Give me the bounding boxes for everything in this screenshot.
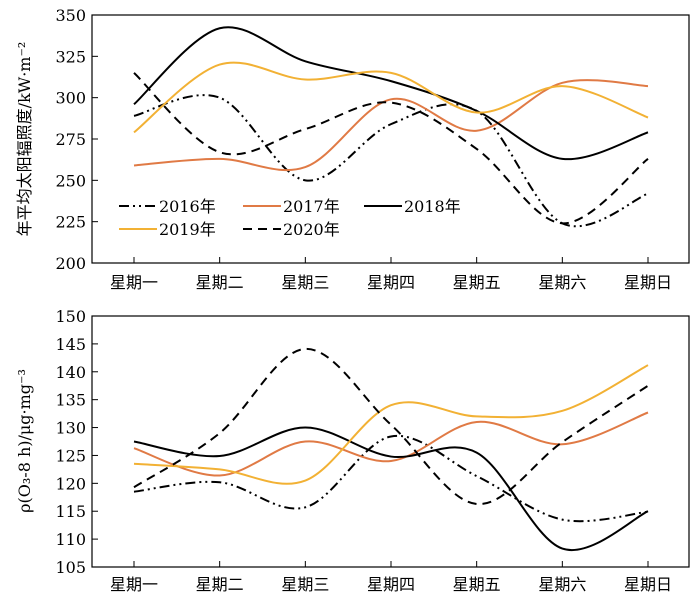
series-line-2018年: [133, 26, 649, 161]
y-tick-label: 120: [55, 474, 86, 493]
y-tick-label: 325: [55, 47, 86, 66]
x-tick-label: 星期一: [110, 273, 158, 292]
legend-label: 2017年: [283, 197, 340, 216]
series-line-2019年: [133, 61, 649, 134]
chart-panel-ozone: ρ(O₃-8 h)/μg·mg⁻³ 105 110 115 120 125 130 135 1…: [15, 307, 690, 594]
plot-frame: [91, 315, 690, 568]
y-tick-label: 135: [55, 391, 86, 410]
y-tick-label: 275: [55, 130, 86, 149]
y-tick-label: 225: [55, 213, 86, 232]
series-line-2017年: [133, 411, 649, 477]
series-line-2019年: [133, 364, 649, 485]
series-line-2016年: [133, 434, 649, 523]
x-tick-label: 星期日: [624, 575, 672, 594]
x-tick-label: 星期二: [196, 575, 244, 594]
legend-label: 2019年: [159, 220, 216, 239]
y-tick-label: 145: [55, 335, 86, 354]
y-axis-label: ρ(O₃-8 h)/μg·mg⁻³: [15, 369, 34, 513]
y-tick-label: 200: [55, 254, 86, 273]
x-tick-label: 星期六: [538, 273, 586, 292]
y-tick-label: 115: [55, 502, 86, 521]
legend-label: 2020年: [283, 220, 340, 239]
series-line-2017年: [133, 79, 649, 172]
y-tick-label: 105: [55, 558, 86, 577]
legend: 2016年 2017年 2018年 2019年 2020年: [119, 197, 461, 239]
y-tick-label: 130: [55, 419, 86, 438]
y-axis-label: 年平均太阳辐照度/kW·m⁻²: [15, 42, 34, 237]
legend-label: 2018年: [404, 197, 461, 216]
legend-label: 2016年: [159, 197, 216, 216]
y-tick-label: 110: [55, 530, 86, 549]
x-tick-label: 星期二: [196, 273, 244, 292]
x-tick-label: 星期五: [453, 575, 501, 594]
x-tick-label: 星期一: [110, 575, 158, 594]
x-tick-label: 星期五: [453, 273, 501, 292]
chart-panel-solar-irradiance: 年平均太阳辐照度/kW·m⁻² 200 225 250 275 300 325 350 星期一…: [15, 6, 690, 292]
x-tick-label: 星期日: [624, 273, 672, 292]
y-tick-label: 300: [55, 89, 86, 108]
x-tick-label: 星期三: [281, 575, 329, 594]
x-tick-label: 星期四: [367, 575, 415, 594]
y-tick-label: 125: [55, 446, 86, 465]
y-tick-label: 140: [55, 363, 86, 382]
y-tick-label: 350: [55, 6, 86, 25]
x-tick-label: 星期三: [281, 273, 329, 292]
x-tick-label: 星期四: [367, 273, 415, 292]
x-tick-label: 星期六: [538, 575, 586, 594]
y-tick-label: 250: [55, 171, 86, 190]
series-line-2020年: [133, 347, 649, 505]
series-line-2018年: [133, 426, 649, 552]
y-tick-label: 150: [55, 307, 86, 326]
series-line-2020年: [133, 72, 649, 225]
